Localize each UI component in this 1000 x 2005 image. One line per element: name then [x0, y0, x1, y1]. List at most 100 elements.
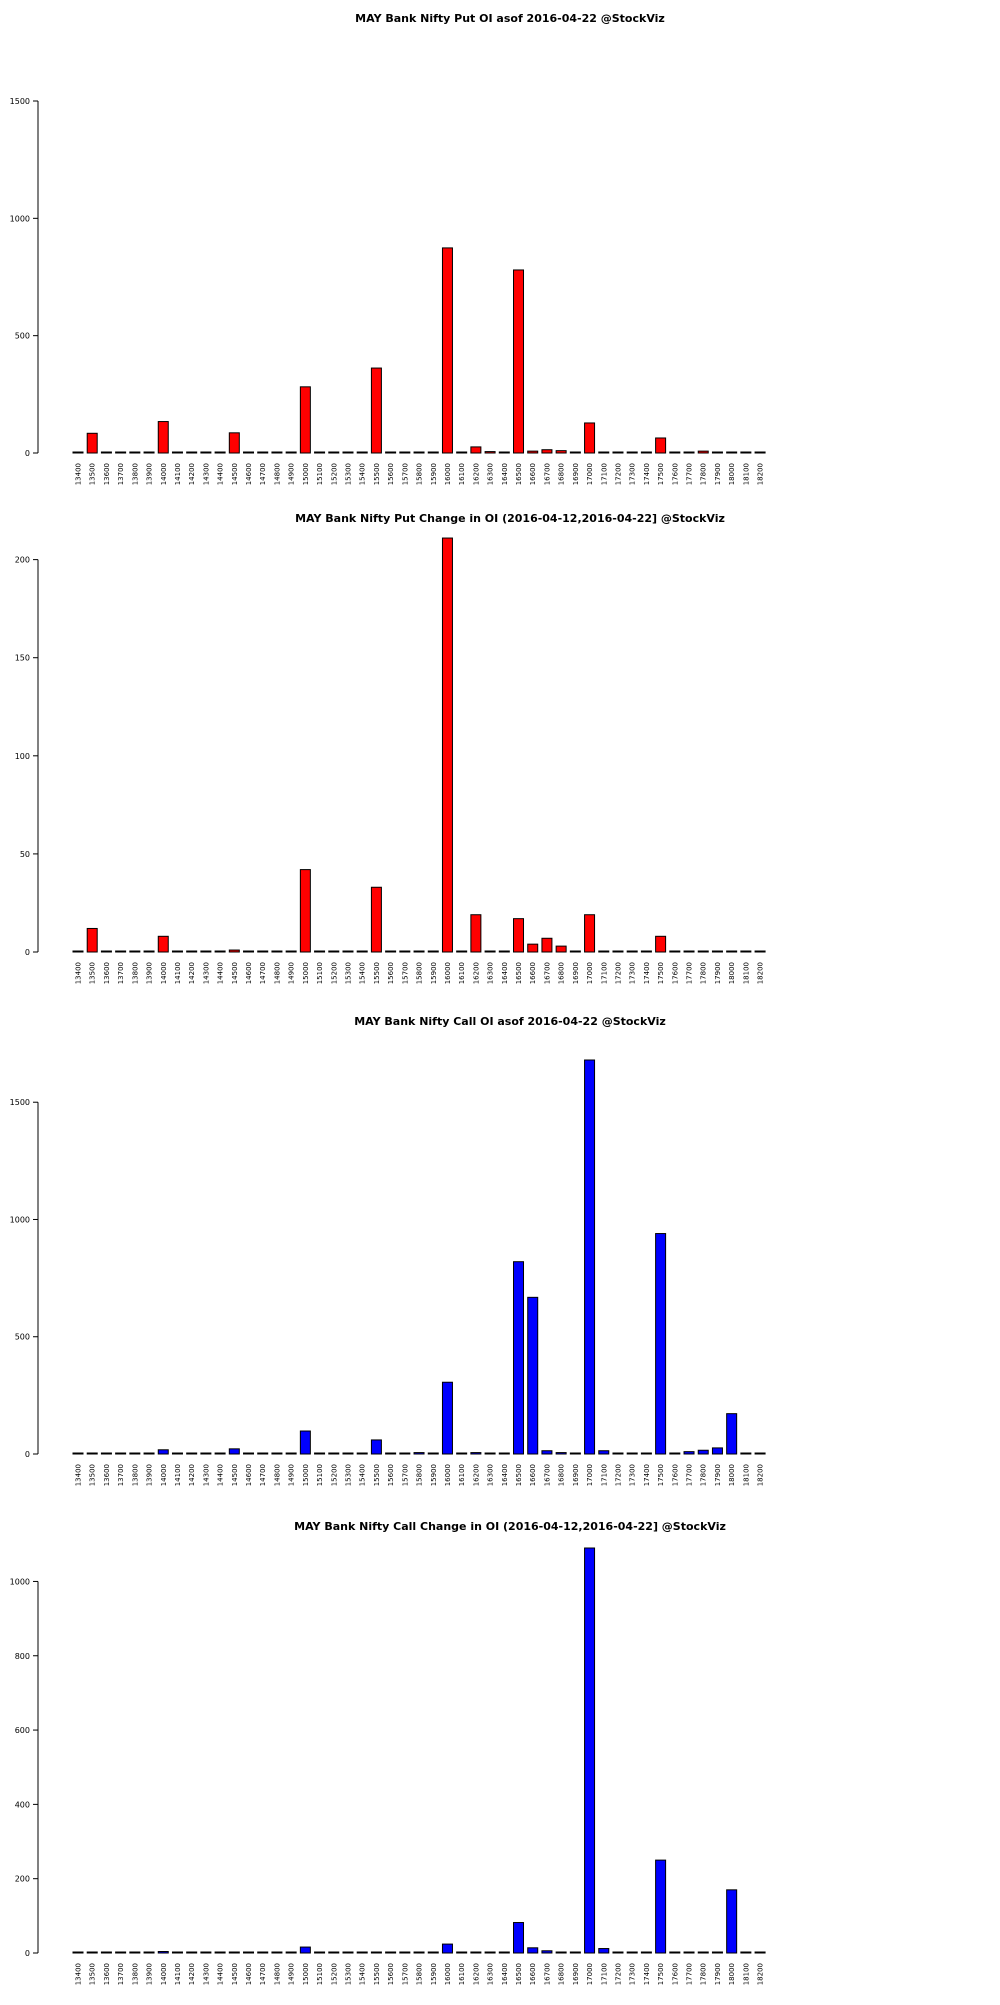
bar-18200: [754, 1951, 766, 1954]
bar-14900: [285, 451, 297, 454]
x-tick-label: 16500: [515, 962, 523, 984]
bar-14600: [243, 1452, 255, 1455]
bar-16800: [555, 450, 567, 454]
y-tick-label: 1000: [10, 214, 30, 223]
x-tick-label: 17600: [671, 1963, 679, 1985]
bar-13400: [72, 1951, 84, 1954]
bar-15800: [413, 451, 425, 454]
bar-17000: [584, 1059, 596, 1455]
bar-13600: [100, 950, 112, 953]
x-tick-label: 15200: [330, 1963, 338, 1985]
bar-16600: [527, 943, 539, 953]
x-tick-label: 15300: [344, 1464, 352, 1486]
x-tick-label: 17300: [629, 463, 637, 485]
bar-14600: [243, 451, 255, 454]
bar-13700: [115, 1951, 127, 1954]
x-tick-label: 14500: [231, 1464, 239, 1486]
bar-15000: [299, 1946, 311, 1954]
bar-16300: [484, 1452, 496, 1455]
x-tick-label: 13800: [131, 463, 139, 485]
x-tick-label: 18100: [742, 1963, 750, 1985]
bar-14400: [214, 1452, 226, 1455]
x-tick-label: 18000: [728, 1963, 736, 1985]
x-tick-label: 18000: [728, 962, 736, 984]
bar-18200: [754, 1452, 766, 1455]
bar-17600: [669, 451, 681, 454]
x-tick-label: 14700: [259, 463, 267, 485]
bar-14000: [157, 1951, 169, 1954]
x-tick-label: 15500: [373, 962, 381, 984]
bar-14100: [171, 1951, 183, 1954]
y-tick-label: 800: [15, 1652, 30, 1661]
x-tick-label: 16200: [472, 1963, 480, 1985]
bar-15100: [314, 950, 326, 953]
x-tick-label: 15400: [359, 1464, 367, 1486]
bar-17900: [711, 1951, 723, 1954]
bar-16100: [456, 1452, 468, 1455]
bar-13500: [86, 1452, 98, 1455]
x-tick-label: 15500: [373, 1464, 381, 1486]
bar-17200: [612, 1452, 624, 1455]
bar-13700: [115, 1452, 127, 1455]
y-tick-label: 0: [25, 1949, 30, 1958]
bar-15800: [413, 1452, 425, 1455]
x-tick-label: 16700: [543, 1464, 551, 1486]
bar-16300: [484, 1951, 496, 1954]
x-tick-label: 17200: [614, 1963, 622, 1985]
x-tick-label: 17000: [586, 1464, 594, 1486]
bar-14400: [214, 950, 226, 953]
x-tick-label: 15200: [330, 1464, 338, 1486]
bar-16800: [555, 945, 567, 953]
chart-title: MAY Bank Nifty Call OI asof 2016-04-22 @…: [354, 1015, 666, 1028]
x-tick-label: 16400: [501, 962, 509, 984]
bar-18200: [754, 451, 766, 454]
bar-17500: [655, 1233, 667, 1455]
x-tick-label: 15800: [416, 1464, 424, 1486]
x-tick-label: 15900: [430, 463, 438, 485]
bar-17800: [697, 1951, 709, 1954]
bar-17900: [711, 451, 723, 454]
bar-15400: [356, 1452, 368, 1455]
y-tick-label: 600: [15, 1726, 30, 1735]
x-tick-label: 15000: [302, 1464, 310, 1486]
x-tick-label: 16100: [458, 962, 466, 984]
x-tick-label: 17200: [614, 1464, 622, 1486]
x-tick-label: 17800: [700, 962, 708, 984]
bar-17300: [626, 451, 638, 454]
bar-17000: [584, 1547, 596, 1954]
x-tick-label: 15200: [330, 463, 338, 485]
x-tick-label: 16600: [529, 463, 537, 485]
x-tick-label: 14100: [174, 1464, 182, 1486]
x-tick-label: 17600: [671, 962, 679, 984]
bar-14800: [271, 1452, 283, 1455]
bar-13600: [100, 1452, 112, 1455]
x-tick-label: 14900: [288, 1464, 296, 1486]
y-tick-label: 200: [15, 556, 30, 565]
x-tick-label: 16900: [572, 1464, 580, 1486]
chart-title: MAY Bank Nifty Call Change in OI (2016-0…: [294, 1520, 726, 1533]
bar-16800: [555, 1951, 567, 1954]
x-tick-label: 16800: [558, 1464, 566, 1486]
chart-svg: MAY Bank Nifty Put OI asof 2016-04-22 @S…: [10, 12, 766, 485]
bar-16600: [527, 450, 539, 454]
x-tick-label: 17400: [643, 1464, 651, 1486]
bar-15500: [370, 1439, 382, 1455]
x-tick-label: 14100: [174, 1963, 182, 1985]
bar-13400: [72, 451, 84, 454]
x-tick-label: 13900: [146, 1464, 154, 1486]
bar-16900: [569, 451, 581, 454]
x-tick-label: 14300: [202, 962, 210, 984]
x-tick-label: 18200: [757, 1963, 765, 1985]
bar-16000: [441, 1943, 453, 1954]
x-tick-label: 16300: [487, 962, 495, 984]
bar-15000: [299, 869, 311, 953]
x-tick-label: 14800: [273, 962, 281, 984]
bar-16200: [470, 1951, 482, 1954]
x-tick-label: 14900: [288, 962, 296, 984]
bar-17000: [584, 914, 596, 953]
x-tick-label: 18200: [757, 1464, 765, 1486]
x-tick-label: 16000: [444, 1464, 452, 1486]
bar-14100: [171, 1452, 183, 1455]
x-tick-label: 16600: [529, 1464, 537, 1486]
